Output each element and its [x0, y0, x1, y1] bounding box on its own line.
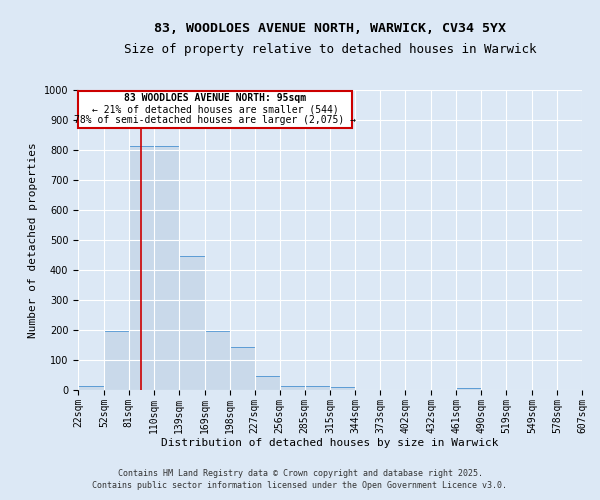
Bar: [179, 256, 205, 390]
Bar: [205, 331, 230, 390]
Y-axis label: Number of detached properties: Number of detached properties: [28, 142, 38, 338]
Text: 78% of semi-detached houses are larger (2,075) →: 78% of semi-detached houses are larger (…: [74, 115, 356, 125]
Bar: [230, 348, 254, 390]
FancyBboxPatch shape: [78, 91, 352, 128]
Bar: [129, 146, 154, 390]
Bar: [305, 386, 331, 390]
Text: Contains public sector information licensed under the Open Government Licence v3: Contains public sector information licen…: [92, 481, 508, 490]
Text: ← 21% of detached houses are smaller (544): ← 21% of detached houses are smaller (54…: [92, 104, 338, 114]
Bar: [331, 387, 355, 390]
Text: Size of property relative to detached houses in Warwick: Size of property relative to detached ho…: [124, 42, 536, 56]
Bar: [254, 376, 280, 390]
X-axis label: Distribution of detached houses by size in Warwick: Distribution of detached houses by size …: [161, 438, 499, 448]
Bar: [104, 331, 129, 390]
Bar: [280, 386, 305, 390]
Bar: [154, 146, 179, 390]
Bar: [78, 386, 104, 390]
Text: Contains HM Land Registry data © Crown copyright and database right 2025.: Contains HM Land Registry data © Crown c…: [118, 468, 482, 477]
Bar: [456, 388, 481, 390]
Text: 83 WOODLOES AVENUE NORTH: 95sqm: 83 WOODLOES AVENUE NORTH: 95sqm: [124, 94, 306, 104]
Text: 83, WOODLOES AVENUE NORTH, WARWICK, CV34 5YX: 83, WOODLOES AVENUE NORTH, WARWICK, CV34…: [154, 22, 506, 36]
